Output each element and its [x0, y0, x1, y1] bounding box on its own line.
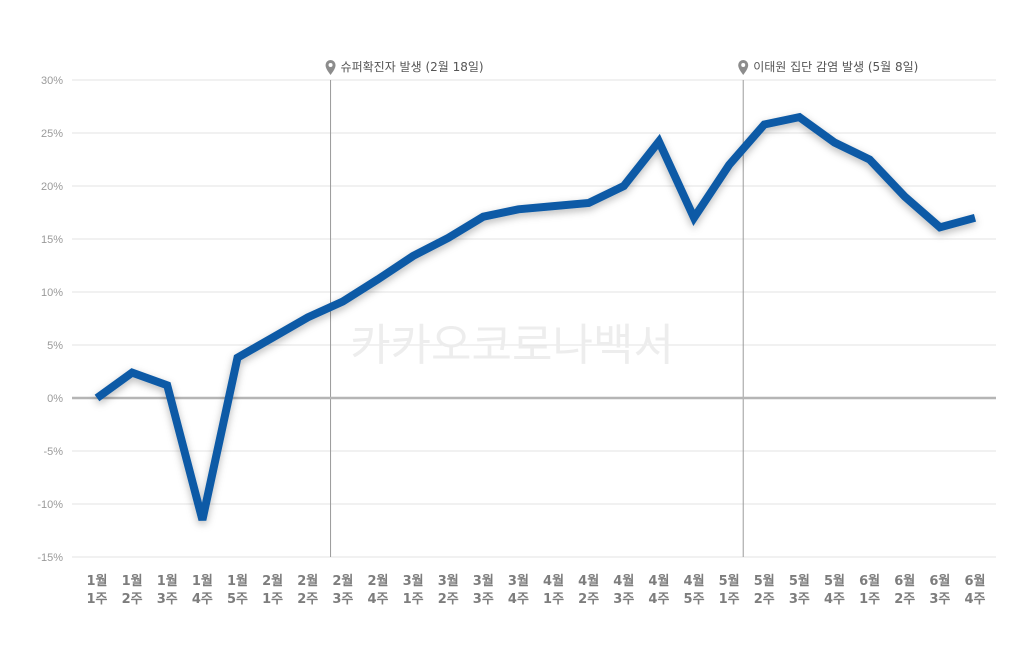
y-axis-ticks: 30% 25% 20% 15% 10% 5% 0% -5% -10% -15%: [37, 75, 63, 564]
x-tick-label: 6월 2주: [894, 573, 915, 607]
y-tick-label: 0%: [47, 393, 63, 405]
y-tick-label: -10%: [37, 499, 63, 511]
y-tick-label: -5%: [43, 446, 63, 458]
map-pin-icon: [738, 60, 749, 75]
x-tick-label: 2월 3주: [332, 573, 353, 607]
y-tick-label: 20%: [41, 181, 63, 193]
x-tick-label: 1월 2주: [122, 573, 143, 607]
x-tick-label: 3월 4주: [508, 573, 529, 607]
x-tick-label: 4월 2주: [578, 573, 599, 607]
series-layer: [94, 112, 977, 521]
x-tick-label: 4월 1주: [543, 573, 564, 607]
event-label: 이태원 집단 감염 발생 (5월 8일): [753, 60, 918, 74]
event-label: 슈퍼확진자 발생 (2월 18일): [341, 60, 484, 74]
x-tick-label: 1월 3주: [157, 573, 178, 607]
x-tick-label: 1월 5주: [227, 573, 248, 607]
x-axis-ticks: 1월 1주 1월 2주 1월 3주 1월 4주 1월 5주 2월 1주 2월 2주 2월 3주 2월 4주 3월 1주…: [86, 573, 985, 607]
x-tick-label: 3월 2주: [438, 573, 459, 607]
x-tick-label: 3월 1주: [403, 573, 424, 607]
y-tick-label: 30%: [41, 75, 63, 87]
map-pin-icon: [325, 60, 336, 75]
x-tick-label: 3월 3주: [473, 573, 494, 607]
y-tick-label: 10%: [41, 287, 63, 299]
x-tick-label: 6월 3주: [929, 573, 950, 607]
x-tick-label: 5월 4주: [824, 573, 845, 607]
x-tick-label: 1월 4주: [192, 573, 213, 607]
x-tick-label: 4월 5주: [684, 573, 705, 607]
watermark: 카카오코로나백서: [350, 320, 674, 371]
x-tick-label: 1월 1주: [86, 573, 107, 607]
x-tick-label: 6월 1주: [859, 573, 880, 607]
event-annotations: 슈퍼확진자 발생 (2월 18일) 이태원 집단 감염 발생 (5월 8일): [325, 60, 918, 557]
x-tick-label: 5월 1주: [719, 573, 740, 607]
x-tick-label: 4월 4주: [648, 573, 669, 607]
y-tick-label: -15%: [37, 552, 63, 564]
grid-layer: [72, 79, 996, 558]
x-tick-label: 2월 4주: [367, 573, 388, 607]
x-tick-label: 5월 2주: [754, 573, 775, 607]
x-tick-label: 4월 3주: [613, 573, 634, 607]
y-tick-label: 5%: [47, 340, 63, 352]
x-tick-label: 6월 4주: [964, 573, 985, 607]
series-line: [94, 112, 977, 521]
y-tick-label: 25%: [41, 128, 63, 140]
x-tick-label: 5월 3주: [789, 573, 810, 607]
x-tick-label: 2월 1주: [262, 573, 283, 607]
y-tick-label: 15%: [41, 234, 63, 246]
x-tick-label: 2월 2주: [297, 573, 318, 607]
